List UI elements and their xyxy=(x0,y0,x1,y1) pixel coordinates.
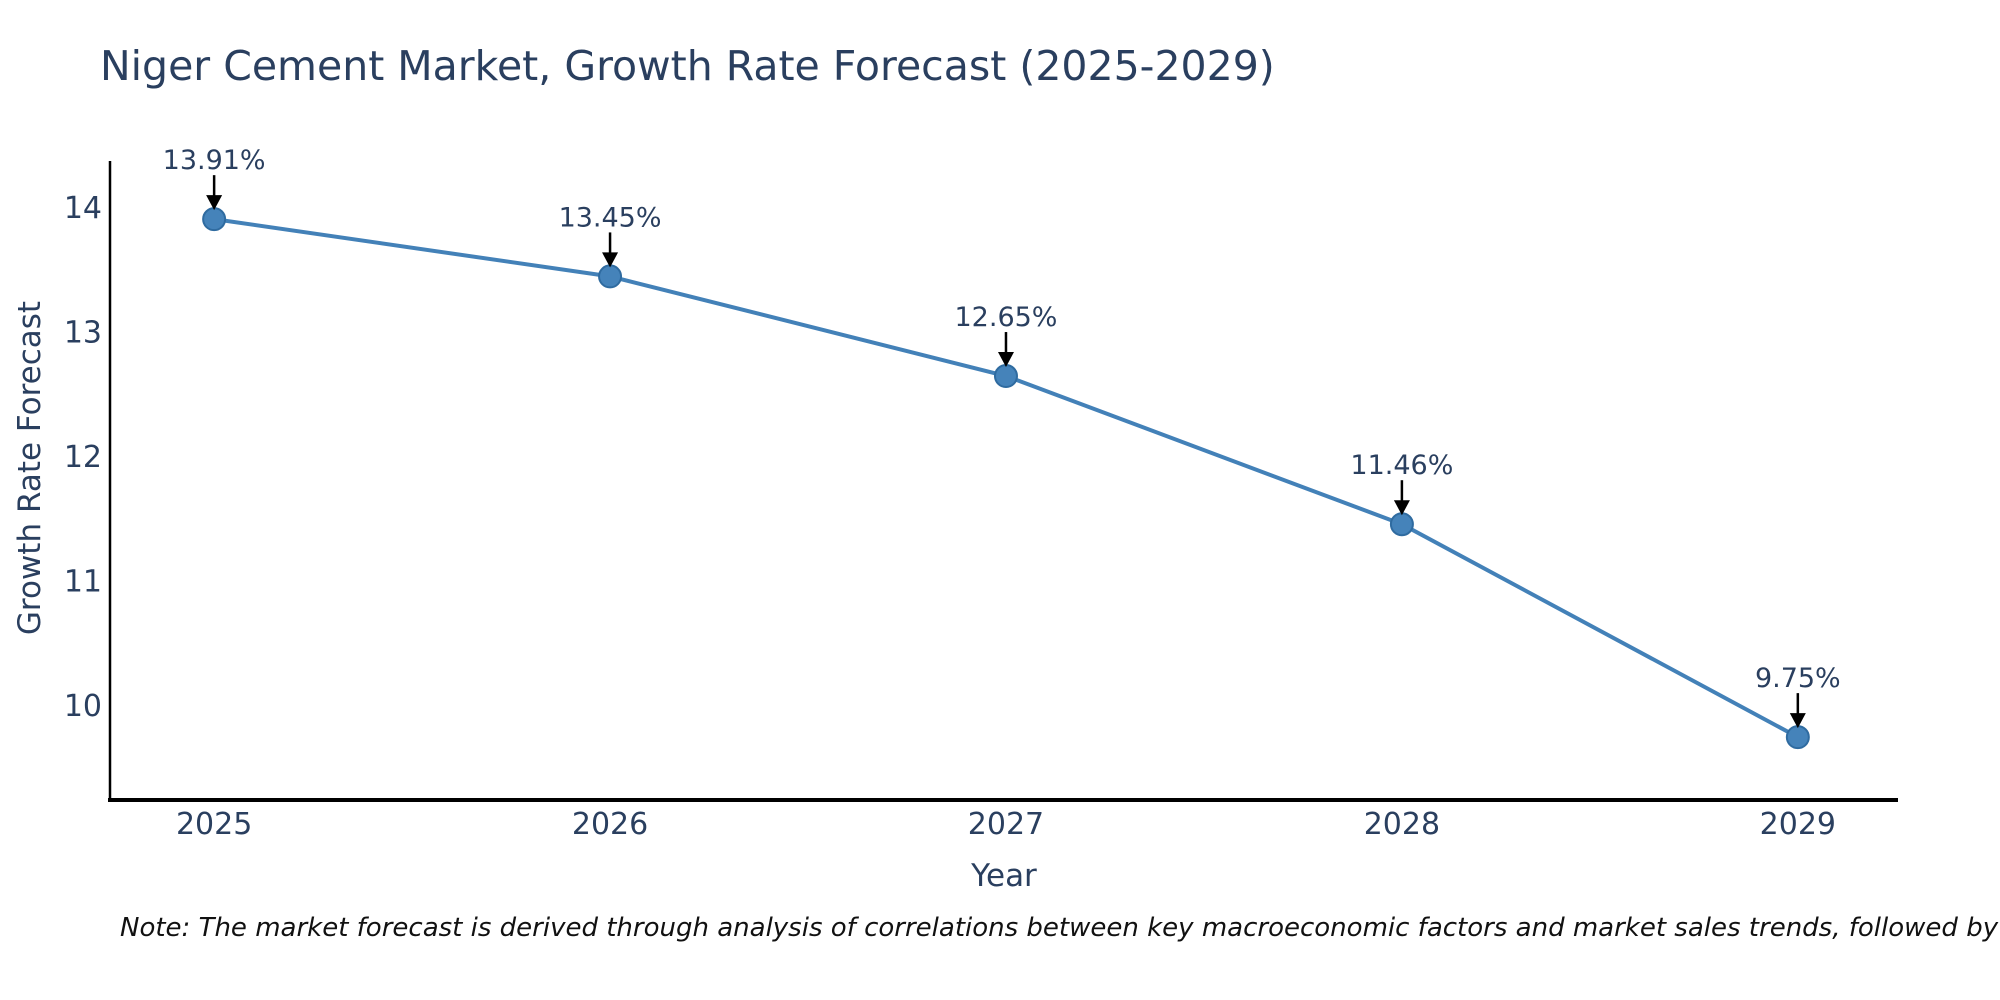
x-tick-label: 2028 xyxy=(1364,807,1440,842)
data-point-marker xyxy=(598,264,623,289)
x-axis-title: Year xyxy=(971,858,1037,894)
data-point-marker xyxy=(1389,512,1414,537)
data-point-label: 12.65% xyxy=(955,302,1058,333)
data-point-label: 9.75% xyxy=(1755,663,1841,694)
y-tick-label: 11 xyxy=(64,564,102,599)
data-point-label: 13.91% xyxy=(163,145,266,176)
x-tick-label: 2026 xyxy=(572,807,648,842)
annotation-arrowhead xyxy=(602,252,619,268)
y-tick-label: 13 xyxy=(64,315,102,350)
x-tick-label: 2029 xyxy=(1760,807,1836,842)
data-point-label: 13.45% xyxy=(559,202,662,233)
y-tick-label: 14 xyxy=(64,191,102,226)
annotation-arrowhead xyxy=(1789,713,1806,729)
y-axis-title: Growth Rate Forecast xyxy=(12,300,48,636)
annotation-arrowhead xyxy=(1393,500,1410,516)
data-point-label: 11.46% xyxy=(1350,450,1453,481)
chart-title: Niger Cement Market, Growth Rate Forecas… xyxy=(100,42,1275,90)
x-tick-label: 2027 xyxy=(968,807,1044,842)
annotation-arrowhead xyxy=(997,352,1014,368)
y-tick-label: 12 xyxy=(64,440,102,475)
y-tick-label: 10 xyxy=(64,689,102,724)
data-point-marker xyxy=(993,364,1018,389)
x-tick-label: 2025 xyxy=(176,807,252,842)
data-point-marker xyxy=(202,207,227,232)
series-line xyxy=(212,217,1800,740)
data-point-marker xyxy=(1785,725,1810,750)
footnote: Note: The market forecast is derived thr… xyxy=(120,913,2000,943)
annotation-arrowhead xyxy=(206,195,223,211)
